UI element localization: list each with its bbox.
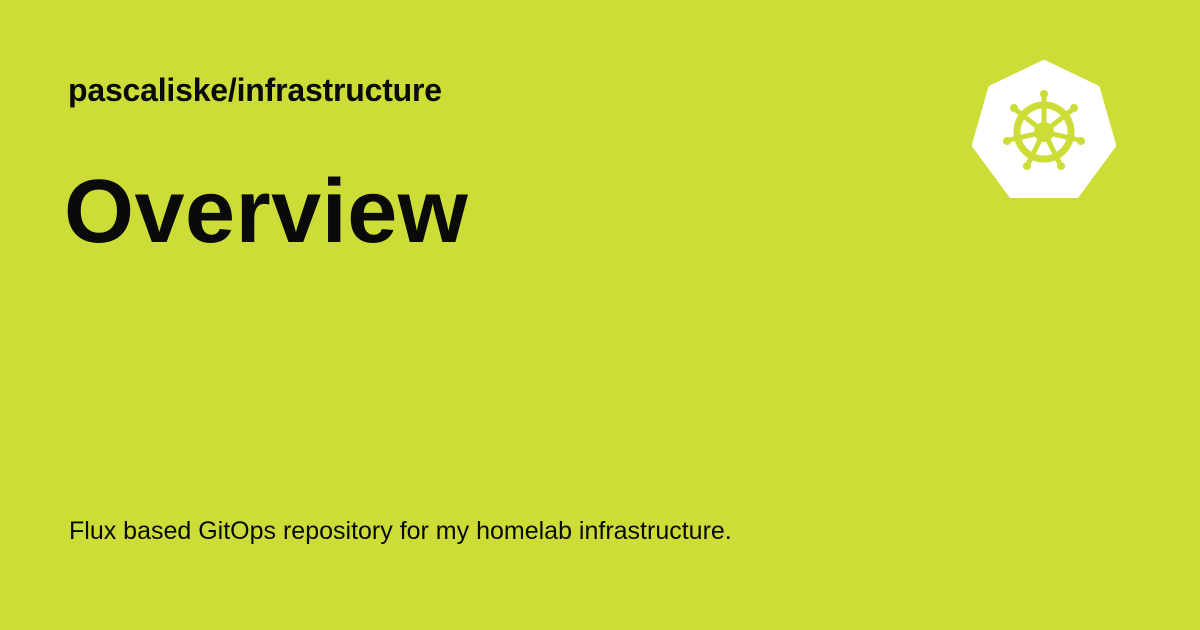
page-title: Overview bbox=[64, 162, 469, 262]
repository-description: Flux based GitOps repository for my home… bbox=[69, 517, 732, 545]
kubernetes-helm-icon bbox=[970, 60, 1118, 200]
repository-name: pascaliske/infrastructure bbox=[68, 72, 442, 108]
